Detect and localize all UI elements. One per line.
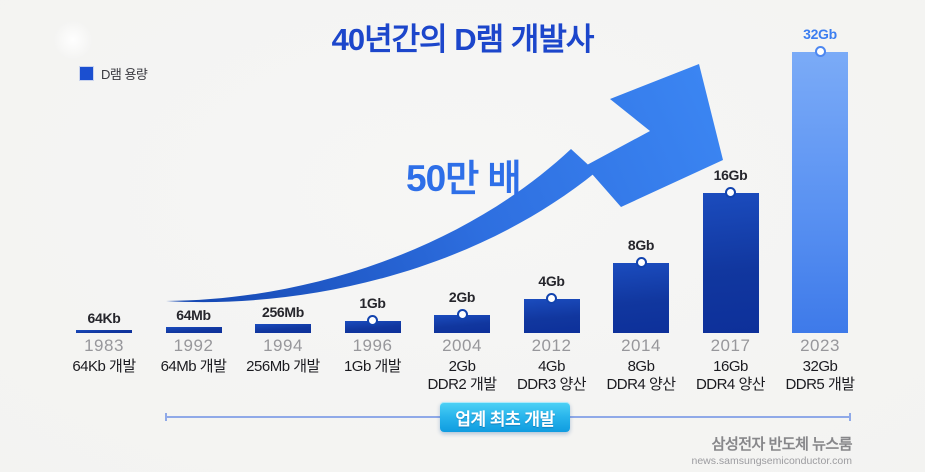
milestone-label-1996: 1Gb 개발 [343, 358, 402, 375]
bar-rect-2017 [702, 187, 759, 333]
legend-swatch-icon [80, 67, 93, 80]
bar-marker-icon-1996 [367, 315, 378, 326]
legend-label: D램 용량 [101, 67, 148, 82]
milestone-label-2004: 2Gb DDR2 개발 [427, 358, 497, 393]
bar-value-label-2017: 16Gb [713, 167, 748, 183]
bar-value-label-1994: 256Mb [261, 304, 305, 320]
bar-marker-icon-2012 [546, 293, 557, 304]
page-title: 40년간의 D램 개발사 [331, 22, 595, 57]
bar-rect-2004 [434, 309, 490, 333]
year-label-2017: 2017 [710, 336, 751, 355]
bar-marker-icon-2017 [725, 187, 736, 198]
bar-rect-2012 [523, 293, 580, 333]
milestone-label-2017: 16Gb DDR4 양산 [695, 358, 766, 393]
year-label-2012: 2012 [531, 336, 572, 355]
milestone-label-2014: 8Gb DDR4 양산 [606, 358, 676, 393]
milestone-label-1994: 256Mb 개발 [246, 358, 320, 375]
bar-value-label-2012: 4Gb [538, 273, 565, 289]
year-label-2014: 2014 [621, 336, 661, 355]
bar-rect-1983 [76, 330, 132, 333]
milestone-label-2023: 32Gb DDR5 개발 [785, 358, 855, 393]
bar-value-label-2023: 32Gb [803, 26, 837, 42]
bar-value-label-2004: 2Gb [448, 289, 476, 305]
bar-value-label-2014: 8Gb [627, 237, 655, 253]
bar-rect-2014 [613, 257, 669, 333]
bar-marker-icon-2014 [635, 257, 647, 268]
year-label-1992: 1992 [173, 336, 214, 355]
year-label-2023: 2023 [800, 336, 840, 355]
year-label-2004: 2004 [442, 336, 482, 355]
footer: 삼성전자 반도체 뉴스룸 news.samsungsemiconductor.c… [692, 433, 853, 467]
bar-rect-2023 [792, 46, 848, 333]
milestone-label-1983: 64Kb 개발 [72, 358, 136, 375]
bar-rect-1994 [255, 324, 311, 333]
industry-first-badge: 업계 최초 개발 [440, 402, 570, 432]
legend: D램 용량 [80, 64, 148, 83]
bar-value-label-1996: 1Gb [359, 295, 386, 311]
year-label-1983: 1983 [84, 336, 124, 355]
bar-rect-1996 [344, 315, 401, 333]
bracket-cap-right [849, 413, 851, 421]
bar-value-label-1992: 64Mb [176, 307, 211, 323]
milestone-label-2012: 4Gb DDR3 양산 [516, 358, 587, 393]
bar-value-label-1983: 64Kb [87, 310, 121, 326]
milestone-label-1992: 64Mb 개발 [160, 358, 227, 375]
industry-first-badge-label: 업계 최초 개발 [455, 409, 555, 429]
footer-brand: 삼성전자 반도체 뉴스룸 [711, 436, 853, 453]
bar-marker-icon-2004 [456, 309, 468, 320]
footer-url: news.samsungsemiconductor.com [691, 455, 853, 467]
growth-multiplier-annotation: 50만 배 [406, 158, 522, 199]
year-label-1994: 1994 [263, 336, 303, 355]
bracket-cap-left [165, 413, 167, 421]
bar-marker-icon-2023 [814, 46, 826, 57]
bar-rect-1992 [165, 327, 222, 333]
year-label-1996: 1996 [352, 336, 393, 355]
